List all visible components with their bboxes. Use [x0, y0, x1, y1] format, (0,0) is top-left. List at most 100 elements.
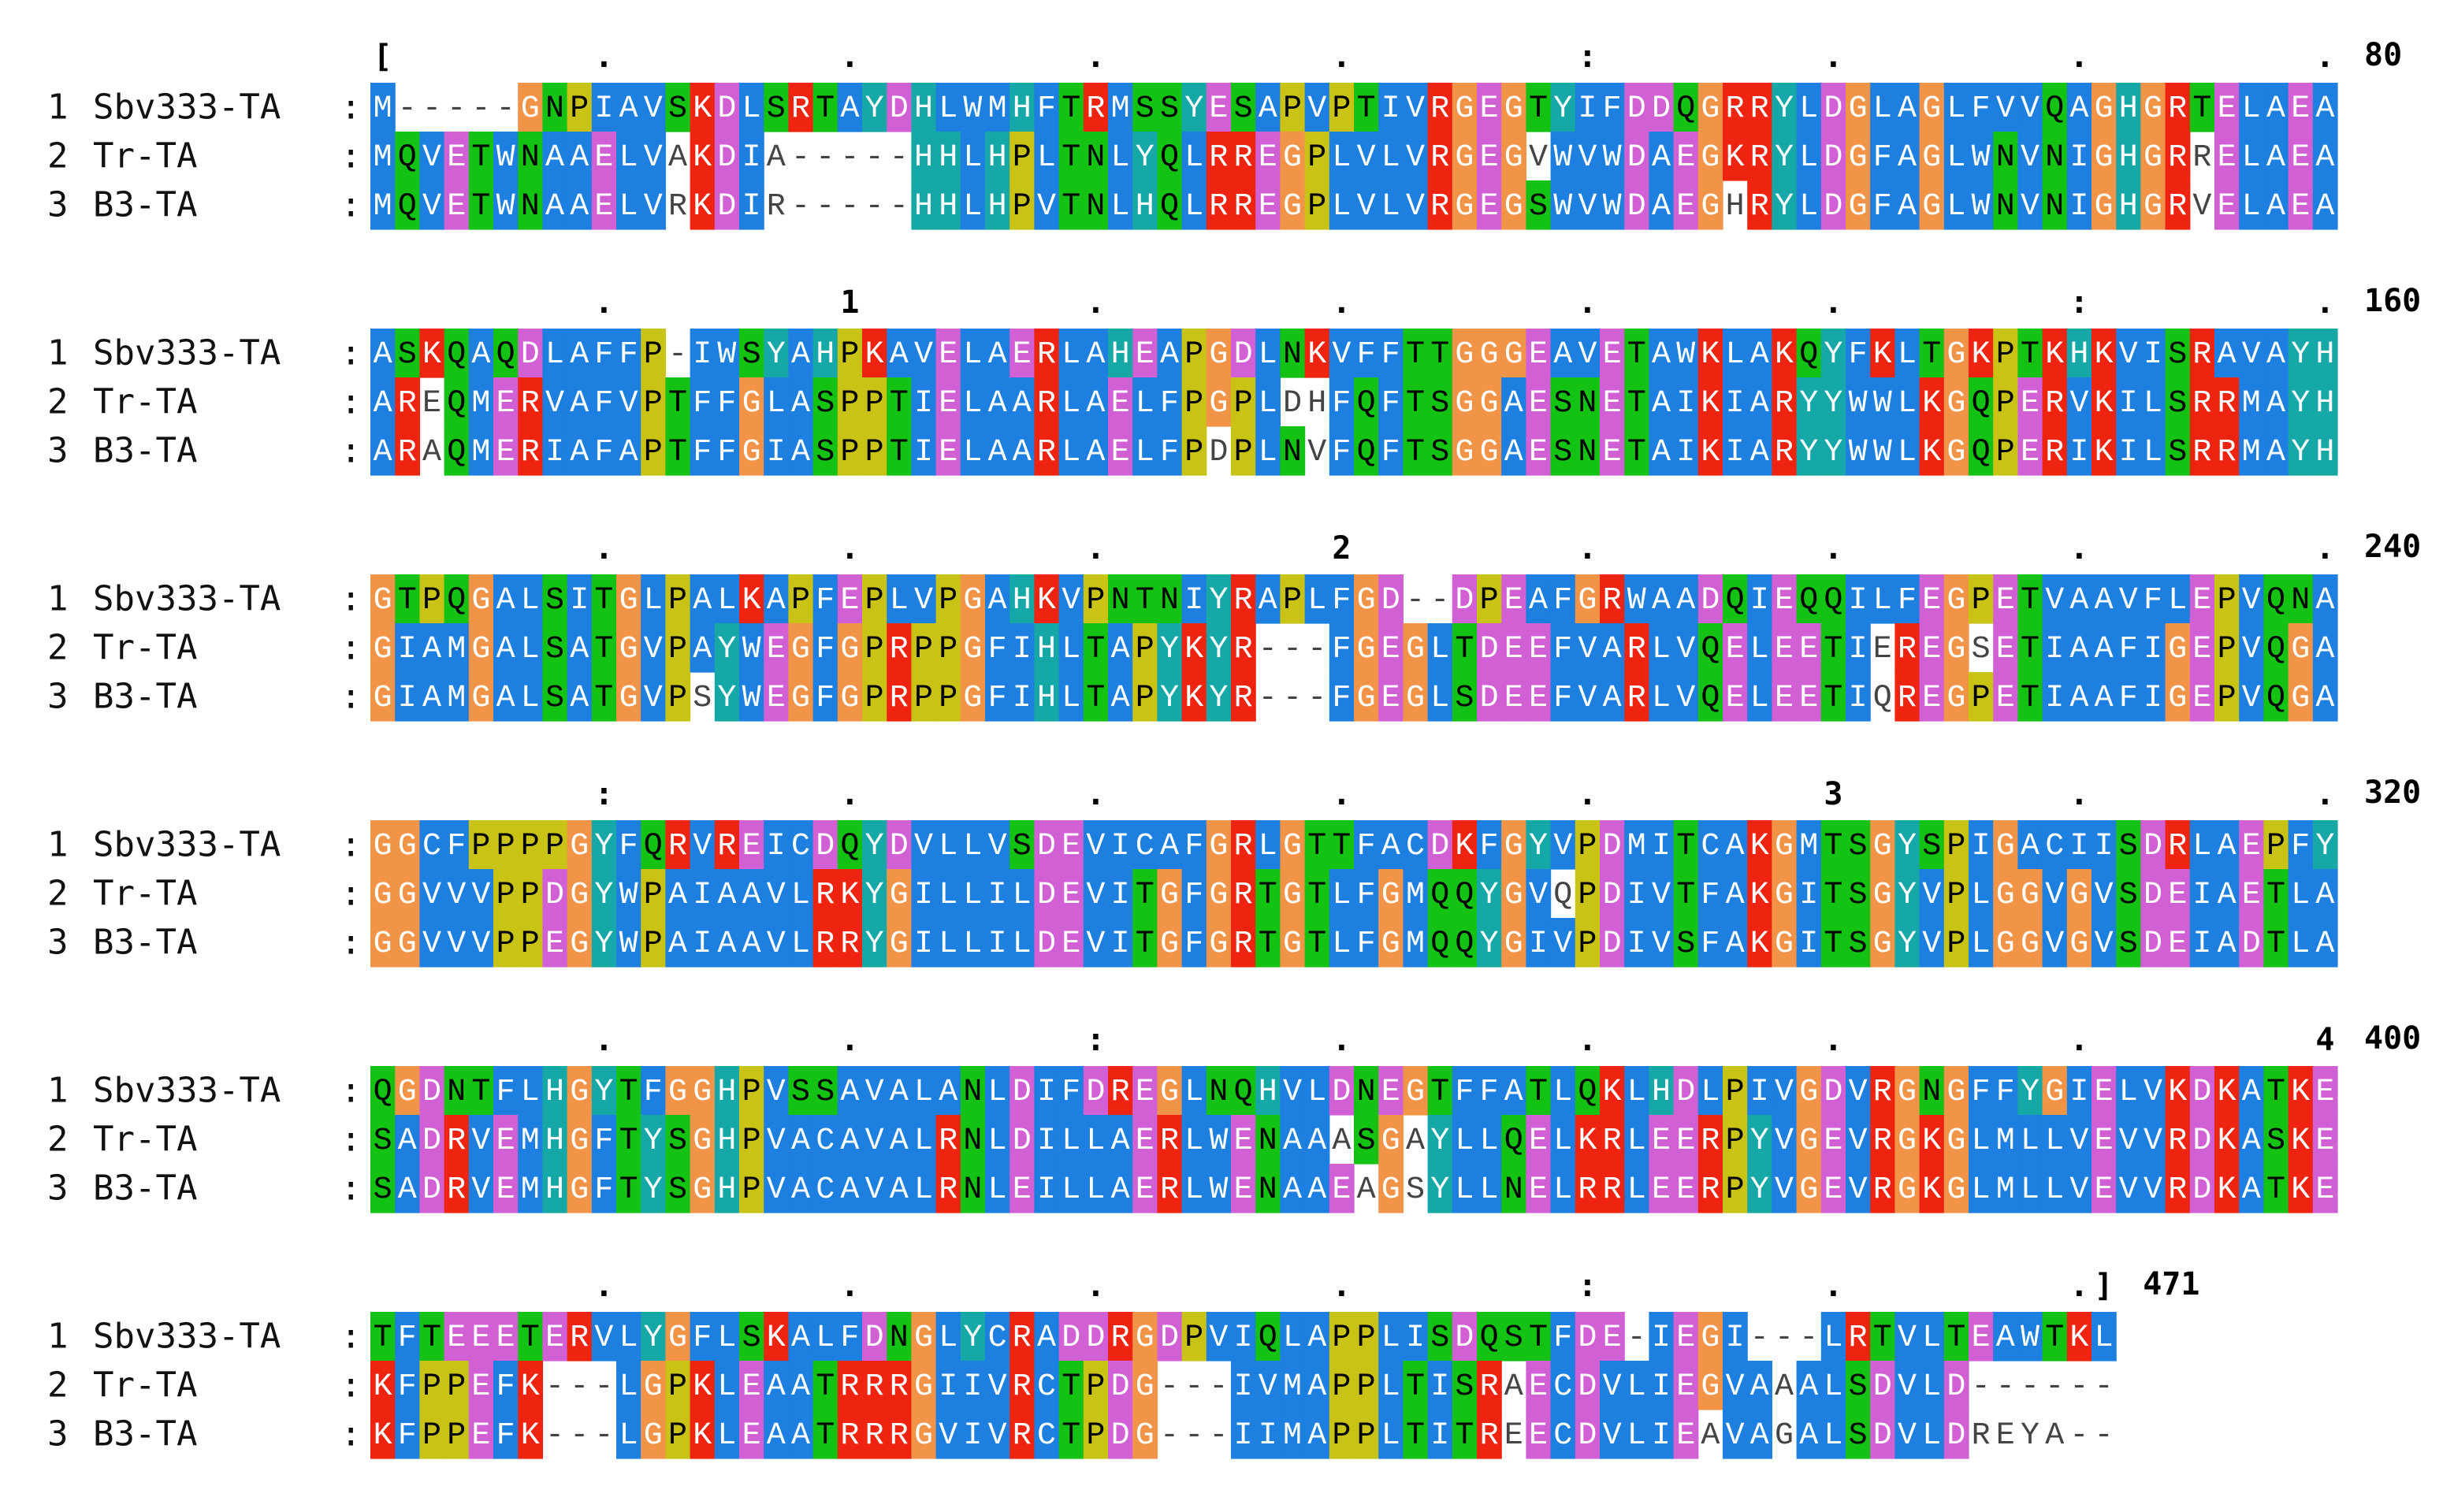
residue: P — [865, 681, 884, 716]
residue-highlight — [1034, 377, 1060, 427]
residue: Q — [2266, 583, 2285, 619]
residue: R — [840, 1369, 859, 1405]
residue: A — [570, 140, 589, 176]
residue: L — [1553, 1075, 1572, 1110]
residue: A — [2266, 337, 2285, 373]
residue: L — [1381, 1321, 1400, 1356]
residue: W — [496, 189, 515, 225]
residue-highlight — [1550, 83, 1576, 132]
residue: K — [2291, 1172, 2310, 1208]
residue: I — [2144, 632, 2162, 667]
residue: S — [545, 583, 564, 619]
residue: L — [1799, 189, 1818, 225]
residue: T — [1529, 1075, 1548, 1110]
residue: D — [1603, 927, 1622, 962]
residue: E — [1996, 1418, 2015, 1454]
residue: E — [471, 1369, 490, 1405]
residue: R — [1898, 681, 1917, 716]
residue: A — [1898, 140, 1917, 176]
residue-highlight — [960, 377, 986, 427]
residue: I — [594, 91, 613, 127]
residue: V — [2069, 1172, 2088, 1208]
residue-highlight — [1206, 83, 1232, 132]
residue: F — [1332, 632, 1351, 667]
residue: I — [939, 1369, 957, 1405]
residue: L — [1455, 1124, 1474, 1159]
residue: N — [1996, 189, 2015, 225]
residue: F — [1553, 681, 1572, 716]
residue: I — [1652, 1369, 1671, 1405]
residue-highlight — [1009, 377, 1035, 427]
residue: A — [988, 337, 1007, 373]
residue: E — [1529, 1418, 1548, 1454]
sequence-number: 3 — [47, 431, 69, 471]
residue: V — [1406, 140, 1425, 176]
residue-highlight — [1993, 329, 2018, 378]
residue: V — [471, 1172, 490, 1208]
residue: A — [767, 1369, 786, 1405]
residue-highlight — [837, 83, 863, 132]
residue: V — [1357, 189, 1376, 225]
residue: L — [2095, 1321, 2114, 1356]
residue: D — [422, 1172, 441, 1208]
residue: Y — [2021, 1418, 2039, 1454]
residue: A — [767, 1418, 786, 1454]
residue-highlight — [2066, 132, 2092, 181]
residue-highlight — [1697, 132, 1723, 181]
residue: V — [644, 632, 663, 667]
residue: Y — [594, 927, 613, 962]
residue: V — [1037, 189, 1056, 225]
residue: V — [1676, 632, 1695, 667]
residue-highlight — [935, 132, 961, 181]
residue: P — [521, 878, 540, 913]
residue: R — [1037, 386, 1056, 422]
residue: V — [471, 927, 490, 962]
residue: E — [447, 189, 466, 225]
residue: I — [1849, 681, 1868, 716]
residue: F — [1357, 927, 1376, 962]
residue: K — [2218, 1075, 2236, 1110]
residue: R — [1972, 1418, 1991, 1454]
residue: S — [816, 386, 835, 422]
residue: K — [693, 91, 712, 127]
residue: T — [1086, 681, 1105, 716]
residue: G — [1946, 435, 1965, 470]
position-number: 240 — [2364, 529, 2421, 565]
residue: T — [2021, 632, 2039, 667]
residue-highlight — [1403, 132, 1429, 181]
residue: E — [1480, 140, 1499, 176]
residue: R — [1873, 1124, 1892, 1159]
residue: T — [1627, 386, 1646, 422]
residue-highlight — [370, 180, 396, 230]
residue: K — [422, 337, 441, 373]
residue: M — [447, 632, 466, 667]
residue: Y — [594, 1075, 613, 1110]
residue-highlight — [468, 132, 494, 181]
residue: D — [1824, 1075, 1842, 1110]
residue: E — [1529, 1172, 1548, 1208]
residue: G — [1209, 927, 1228, 962]
residue: A — [1652, 583, 1671, 619]
residue-highlight — [2239, 83, 2264, 132]
residue: G — [1283, 189, 1302, 225]
separator: : — [340, 677, 362, 717]
residue-highlight — [567, 132, 593, 181]
residue-highlight — [1894, 132, 1920, 181]
residue: I — [1430, 1369, 1449, 1405]
residue: F — [1332, 435, 1351, 470]
residue: Q — [1430, 878, 1449, 913]
residue: E — [1332, 1172, 1351, 1208]
residue: Q — [1553, 878, 1572, 913]
residue-highlight — [395, 180, 420, 230]
residue-highlight — [2091, 329, 2117, 378]
residue: L — [1946, 189, 1965, 225]
residue: - — [594, 1369, 613, 1405]
residue: R — [865, 1369, 884, 1405]
residue-highlight — [1870, 329, 1895, 378]
residue: G — [1873, 927, 1892, 962]
residue: T — [1529, 91, 1548, 127]
residue: A — [668, 140, 687, 176]
residue: A — [1799, 1369, 1818, 1405]
residue: R — [2168, 1172, 2187, 1208]
separator: : — [340, 825, 362, 865]
